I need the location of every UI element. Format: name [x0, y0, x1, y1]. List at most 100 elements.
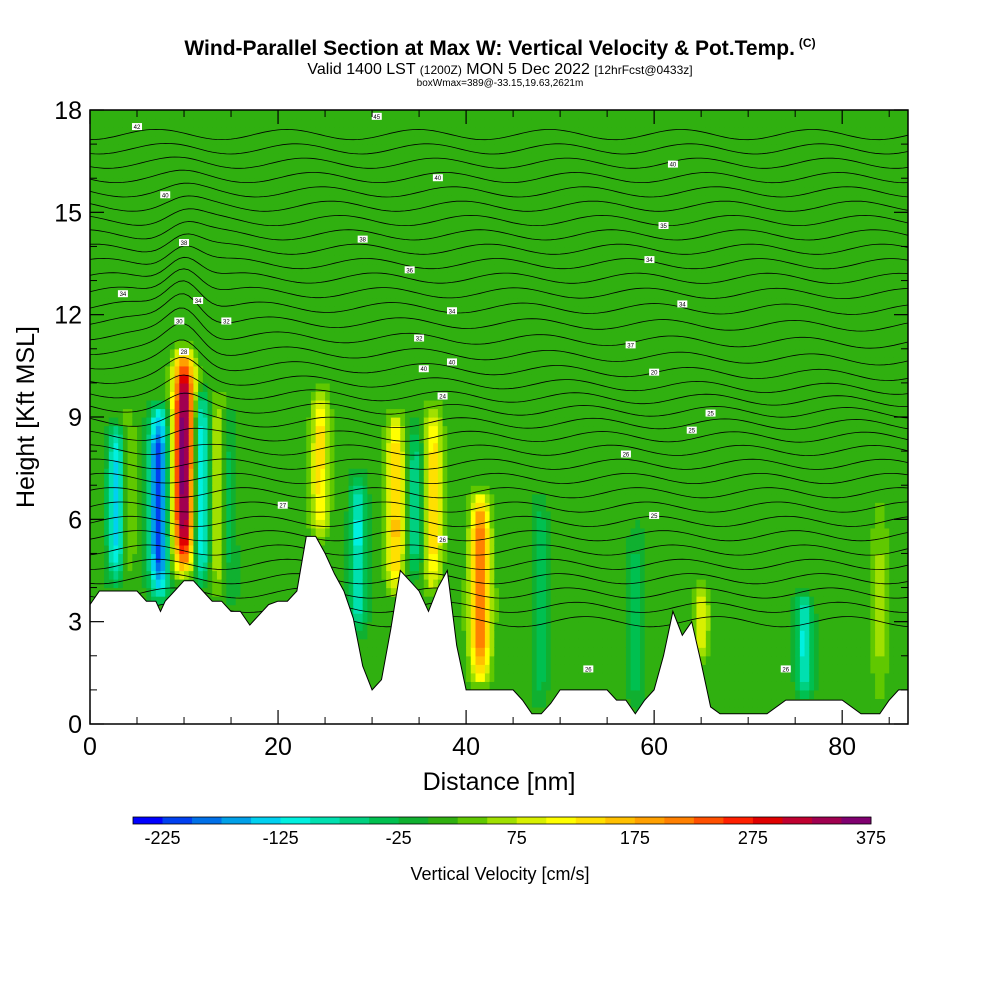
- w-cell: [348, 161, 354, 171]
- w-cell: [339, 527, 345, 537]
- w-cell: [367, 604, 373, 614]
- w-cell: [386, 144, 392, 154]
- w-cell: [268, 399, 274, 410]
- w-cell: [184, 425, 190, 435]
- w-cell: [334, 203, 340, 213]
- w-cell: [226, 399, 232, 410]
- w-cell: [296, 152, 303, 162]
- w-cell: [240, 382, 246, 393]
- w-cell: [348, 476, 354, 486]
- w-cell: [245, 493, 251, 503]
- w-cell: [94, 365, 100, 375]
- w-cell: [122, 331, 129, 341]
- w-cell: [400, 127, 406, 137]
- w-cell: [348, 297, 354, 307]
- w-cell: [362, 263, 368, 273]
- w-cell: [343, 220, 350, 230]
- w-cell: [231, 297, 237, 307]
- w-cell: [141, 161, 148, 171]
- w-cell: [90, 417, 96, 427]
- w-cell: [339, 442, 345, 452]
- w-cell: [151, 434, 157, 444]
- w-cell: [400, 178, 406, 188]
- w-cell: [334, 476, 340, 486]
- w-cell: [395, 485, 401, 495]
- w-cell: [207, 459, 213, 469]
- w-cell: [357, 553, 364, 563]
- w-cell: [306, 203, 312, 213]
- w-cell: [268, 357, 274, 367]
- w-cell: [104, 561, 110, 572]
- w-cell: [409, 169, 415, 179]
- w-cell: [202, 323, 209, 333]
- w-cell: [329, 408, 336, 418]
- w-cell: [292, 289, 298, 299]
- w-cell: [381, 459, 387, 469]
- w-cell: [381, 519, 387, 529]
- w-cell: [146, 357, 152, 367]
- w-cell: [268, 442, 274, 452]
- w-cell: [155, 263, 162, 273]
- w-cell: [386, 263, 392, 273]
- w-cell: [273, 118, 279, 128]
- w-cell: [395, 502, 401, 512]
- w-cell: [122, 348, 129, 358]
- w-cell: [108, 263, 115, 273]
- w-cell: [353, 340, 359, 350]
- w-cell: [353, 502, 359, 512]
- w-cell: [207, 579, 213, 589]
- w-cell: [339, 476, 345, 486]
- w-cell: [372, 135, 378, 145]
- w-cell: [132, 289, 138, 299]
- w-cell: [254, 493, 260, 503]
- w-cell: [193, 331, 199, 341]
- w-cell: [292, 331, 298, 341]
- w-cell: [301, 246, 307, 256]
- w-cell: [315, 459, 321, 469]
- w-cell: [231, 510, 237, 520]
- w-cell: [108, 357, 115, 367]
- w-cell: [94, 212, 100, 222]
- w-cell: [329, 510, 336, 520]
- w-cell: [301, 485, 307, 495]
- w-cell: [376, 246, 383, 256]
- w-cell: [263, 536, 270, 546]
- w-cell: [184, 502, 190, 512]
- w-cell: [259, 178, 265, 188]
- w-cell: [390, 246, 397, 256]
- w-cell: [329, 374, 336, 384]
- w-cell: [212, 519, 218, 529]
- w-cell: [245, 613, 251, 623]
- w-cell: [174, 561, 180, 572]
- w-cell: [212, 536, 218, 546]
- w-cell: [179, 510, 185, 520]
- w-cell: [235, 596, 242, 606]
- w-cell: [353, 263, 359, 273]
- w-cell: [395, 280, 401, 290]
- w-cell: [137, 203, 143, 213]
- w-cell: [104, 459, 110, 469]
- w-cell: [198, 195, 204, 205]
- w-cell: [240, 493, 246, 503]
- w-cell: [216, 434, 223, 444]
- w-cell: [207, 161, 213, 171]
- w-cell: [245, 365, 251, 375]
- w-cell: [104, 178, 110, 188]
- w-cell: [94, 502, 100, 512]
- w-cell: [348, 306, 354, 316]
- w-cell: [141, 570, 148, 580]
- w-cell: [90, 110, 96, 120]
- w-cell: [292, 178, 298, 188]
- w-cell: [301, 263, 307, 273]
- w-cell: [94, 382, 100, 393]
- w-cell: [404, 382, 411, 393]
- w-cell: [127, 263, 133, 273]
- w-cell: [306, 272, 312, 282]
- w-cell: [132, 561, 138, 572]
- w-cell: [367, 553, 373, 563]
- w-cell: [310, 391, 317, 401]
- w-cell: [249, 135, 256, 145]
- w-cell: [188, 382, 195, 393]
- w-cell: [400, 391, 406, 401]
- w-cell: [348, 485, 354, 495]
